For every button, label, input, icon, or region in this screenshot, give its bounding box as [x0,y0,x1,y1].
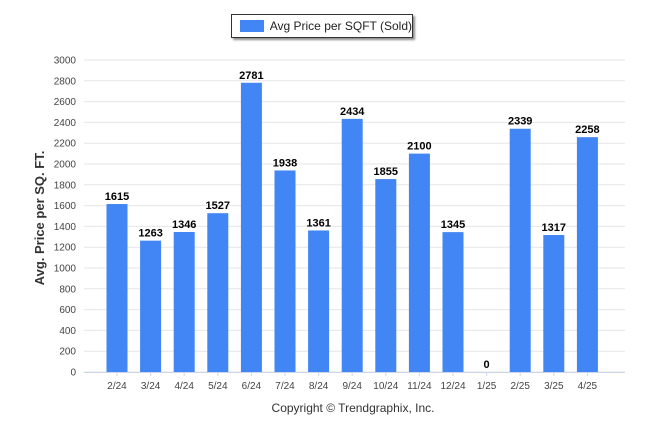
bar-12-24[interactable] [442,232,464,372]
x-axis-ticks: 2/24 3/24 4/24 5/24 6/24 7/24 8/24 9/24 10/24 11/… [84,372,625,392]
data-label: 1527 [206,200,230,212]
bar-4-24[interactable] [173,232,195,372]
data-label: 2781 [239,70,263,82]
data-label: 1317 [542,222,566,234]
x-tick-label: 7/24 [275,381,295,392]
y-tick-label: 1800 [54,180,77,191]
legend-swatch [240,20,264,32]
x-tick-label: 3/24 [141,381,161,392]
data-label: 1263 [138,228,162,240]
y-tick-label: 2800 [54,76,77,87]
y-tick-label: 400 [59,326,76,337]
legend[interactable]: Avg Price per SQFT (Sold) [231,14,413,38]
data-label: 2434 [340,106,365,118]
y-tick-label: 2400 [54,118,77,129]
data-labels: 1615 1263 1346 1527 2781 1938 1361 2434 1855 2100… [105,70,600,371]
y-tick-label: 2600 [54,97,77,108]
y-tick-label: 1600 [54,201,77,212]
copyright-footer: Copyright © Trendgraphix, Inc. [271,401,435,415]
x-tick-label: 4/24 [174,381,194,392]
x-tick-label: 2/25 [510,381,530,392]
data-label: 1361 [306,217,330,229]
data-label: 2258 [575,124,599,136]
bar-4-25[interactable] [576,137,598,372]
x-tick-label: 9/24 [342,381,362,392]
data-label: 2100 [407,141,431,153]
x-tick-label: 12/24 [440,381,465,392]
y-tick-label: 2200 [54,139,77,150]
x-tick-label: 6/24 [242,381,262,392]
bar-2-25[interactable] [509,128,531,372]
bar-5-24[interactable] [207,213,229,372]
data-label: 1855 [374,166,398,178]
data-label: 1345 [441,219,465,231]
x-tick-label: 5/24 [208,381,228,392]
y-tick-label: 600 [59,305,76,316]
x-tick-label: 4/25 [578,381,598,392]
data-label: 2339 [508,116,532,128]
y-axis-label: Avg. Price per SQ. FT. [32,151,47,286]
y-tick-label: 0 [70,368,76,379]
y-tick-label: 1400 [54,222,77,233]
y-axis-ticks: 0 200 400 600 800 1000 1200 1400 1600 1800 2000 220… [54,56,77,379]
x-tick-label: 2/24 [107,381,127,392]
bar-6-24[interactable] [240,82,262,372]
bar-9-24[interactable] [341,118,363,372]
bar-7-24[interactable] [274,170,296,372]
data-label: 1615 [105,191,129,203]
y-tick-label: 200 [59,347,76,358]
bar-8-24[interactable] [308,230,330,372]
x-tick-label: 10/24 [373,381,398,392]
x-tick-label: 8/24 [309,381,329,392]
y-tick-label: 1200 [54,243,77,254]
legend-label: Avg Price per SQFT (Sold) [269,19,412,33]
bar-3-25[interactable] [543,235,565,372]
y-tick-label: 1000 [54,264,77,275]
x-tick-label: 11/24 [407,381,432,392]
x-tick-label: 1/25 [477,381,497,392]
bar-2-24[interactable] [106,204,128,372]
bar-10-24[interactable] [375,179,397,372]
y-tick-label: 3000 [54,56,77,67]
x-tick-label: 3/25 [544,381,564,392]
y-tick-label: 2000 [54,160,77,171]
data-label: 1938 [273,157,297,169]
y-tick-label: 800 [59,284,76,295]
bar-3-24[interactable] [140,240,162,372]
data-label: 1346 [172,219,196,231]
bar-11-24[interactable] [408,153,430,372]
data-label: 0 [484,359,490,371]
bars [106,82,598,372]
